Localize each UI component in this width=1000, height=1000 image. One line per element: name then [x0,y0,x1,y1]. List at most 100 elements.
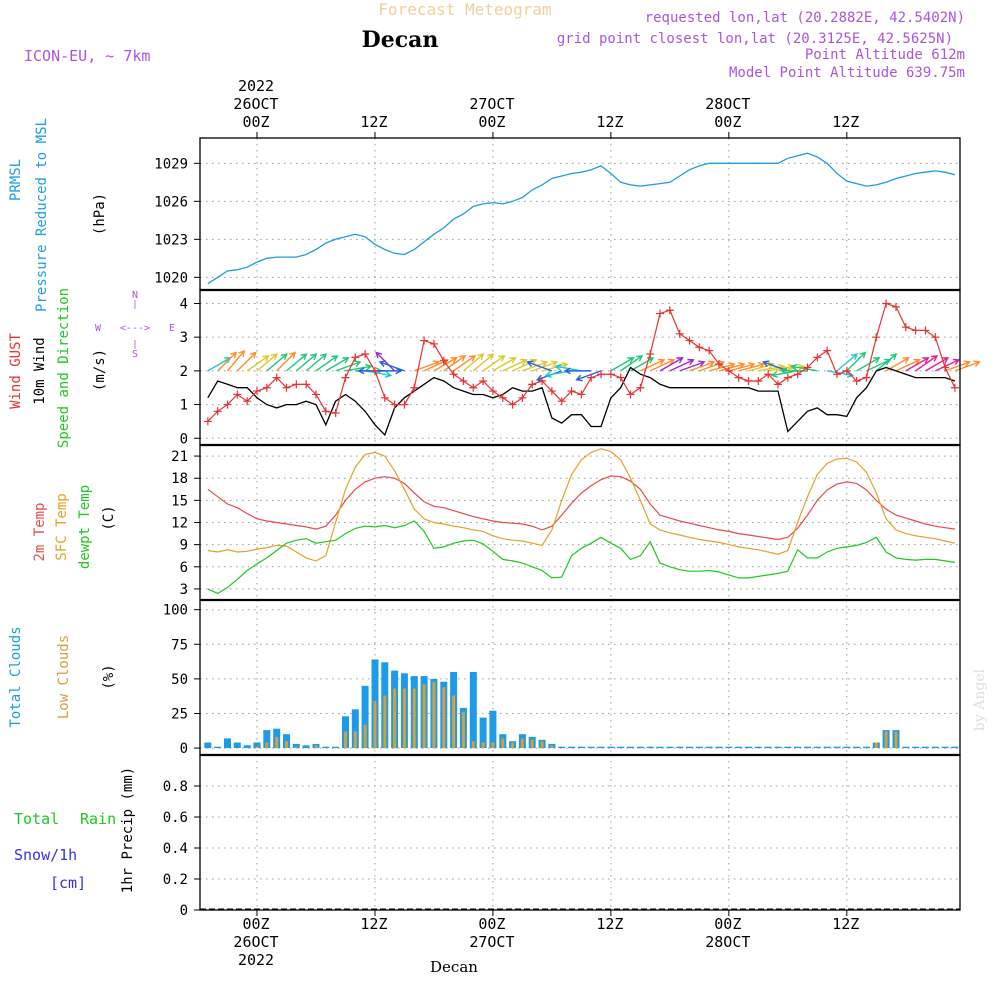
gust-marker [243,397,252,406]
wind-arrow [365,370,391,377]
total-cloud-bar [607,746,615,749]
wind-arrowhead [230,351,238,359]
gust-marker [351,353,360,362]
total-cloud-bar [233,742,241,748]
wind-arrowhead [535,374,544,382]
cloud-label-low: Low Clouds [56,635,72,719]
wind-arrowhead [780,367,788,375]
gust-marker [321,407,330,416]
wind-arrow [315,355,338,372]
low-cloud-bar [383,695,387,749]
low-cloud-bar [874,742,878,748]
y-tick-label: 50 [171,672,188,688]
y-tick-label: 2 [180,364,188,380]
wind-arrowhead [526,360,534,367]
gust-marker [793,370,802,379]
y-tick-label: 4 [180,296,188,312]
wind-arrow [718,363,745,372]
pressure-series [207,152,956,285]
wind-arrowhead [790,363,798,371]
low-cloud-bar [501,738,505,749]
y-tick-label: 3 [180,330,188,346]
low-cloud-bar [402,688,406,749]
gust-marker [715,360,724,369]
gust-marker [203,417,212,426]
panel-frames [199,137,961,911]
low-cloud-bar [481,742,485,748]
pressure-y-ticks: 1020 1023 1026 1029 [154,156,200,286]
wind-arrow [791,365,818,372]
low-cloud-bar [520,738,524,749]
gust-marker [361,350,370,359]
low-cloud-bar [265,742,269,748]
low-cloud-bar [344,731,347,749]
wind-arrow [379,361,405,372]
wind-arrowhead [627,357,635,364]
model-altitude: Model Point Altitude 639.75m [729,65,965,81]
low-cloud-bar [285,741,288,749]
total-cloud-bar [853,746,861,749]
gust-marker [302,380,311,389]
wind-arrow [462,353,484,372]
total-cloud-bar [636,746,644,749]
top-time-label: 27OCT [469,95,514,113]
total-cloud-bar [745,746,752,749]
total-cloud-bar [253,742,261,748]
gust-marker [636,383,645,392]
y-tick-label: 15 [171,493,188,509]
total-cloud-bar [479,717,487,748]
total-cloud-bar [302,745,310,749]
wind-arrowhead [676,357,684,364]
pressure-unit: (hPa) [92,193,108,235]
gust-marker [528,380,537,389]
gust-marker [420,336,429,345]
y-tick-label: 21 [171,449,188,465]
wind-arrowhead [262,355,270,362]
compass-n: N [132,290,138,301]
total-cloud-bar [813,746,821,749]
bottom-time-label: 00Z [714,915,741,933]
wind10m-line [207,366,956,437]
gust-marker [823,346,832,355]
wind-arrow [610,357,634,372]
y-tick-label: 0.2 [163,872,188,888]
wind-y-ticks: 0 1 2 3 4 [180,296,200,447]
low-cloud-bar [373,701,377,749]
wind-arrowhead [859,351,867,359]
wind-arrowhead [554,363,562,371]
gust-marker [439,356,448,365]
low-cloud-bar [894,731,898,749]
wind-arrow [276,351,296,372]
top-time-label: 00Z [242,113,269,131]
gust-marker [646,350,655,359]
gust-marker [498,393,507,402]
wind-arrowhead [635,355,644,362]
gust-marker [872,333,881,342]
total-cloud-bar [283,734,290,748]
total-cloud-bar [774,746,782,749]
y-tick-label: 18 [171,471,188,487]
wind-arrow [659,357,683,372]
gust-marker [911,326,920,335]
gust-marker [518,393,527,402]
wind-arrowhead [930,355,939,362]
low-cloud-bar [471,741,475,749]
wind-arrow [256,353,278,372]
gust-marker [705,346,714,355]
low-cloud-bar [452,695,456,749]
wind-arrowhead [657,358,666,366]
gust-marker [272,373,281,382]
total-cloud-bar [214,746,222,749]
gust-marker [547,387,556,396]
wind-arrow [915,355,938,372]
top-time-label: 26OCT [233,95,278,113]
wind-arrowhead [384,371,393,378]
wind-arrowhead [450,357,458,364]
low-cloud-bar [432,681,436,749]
bottom-time-label: 12Z [596,915,623,933]
gust-marker [488,387,497,396]
low-cloud-bar [442,687,446,749]
gust-marker [390,400,399,409]
gust-marker [449,370,458,379]
wind-arrowhead [498,355,506,362]
